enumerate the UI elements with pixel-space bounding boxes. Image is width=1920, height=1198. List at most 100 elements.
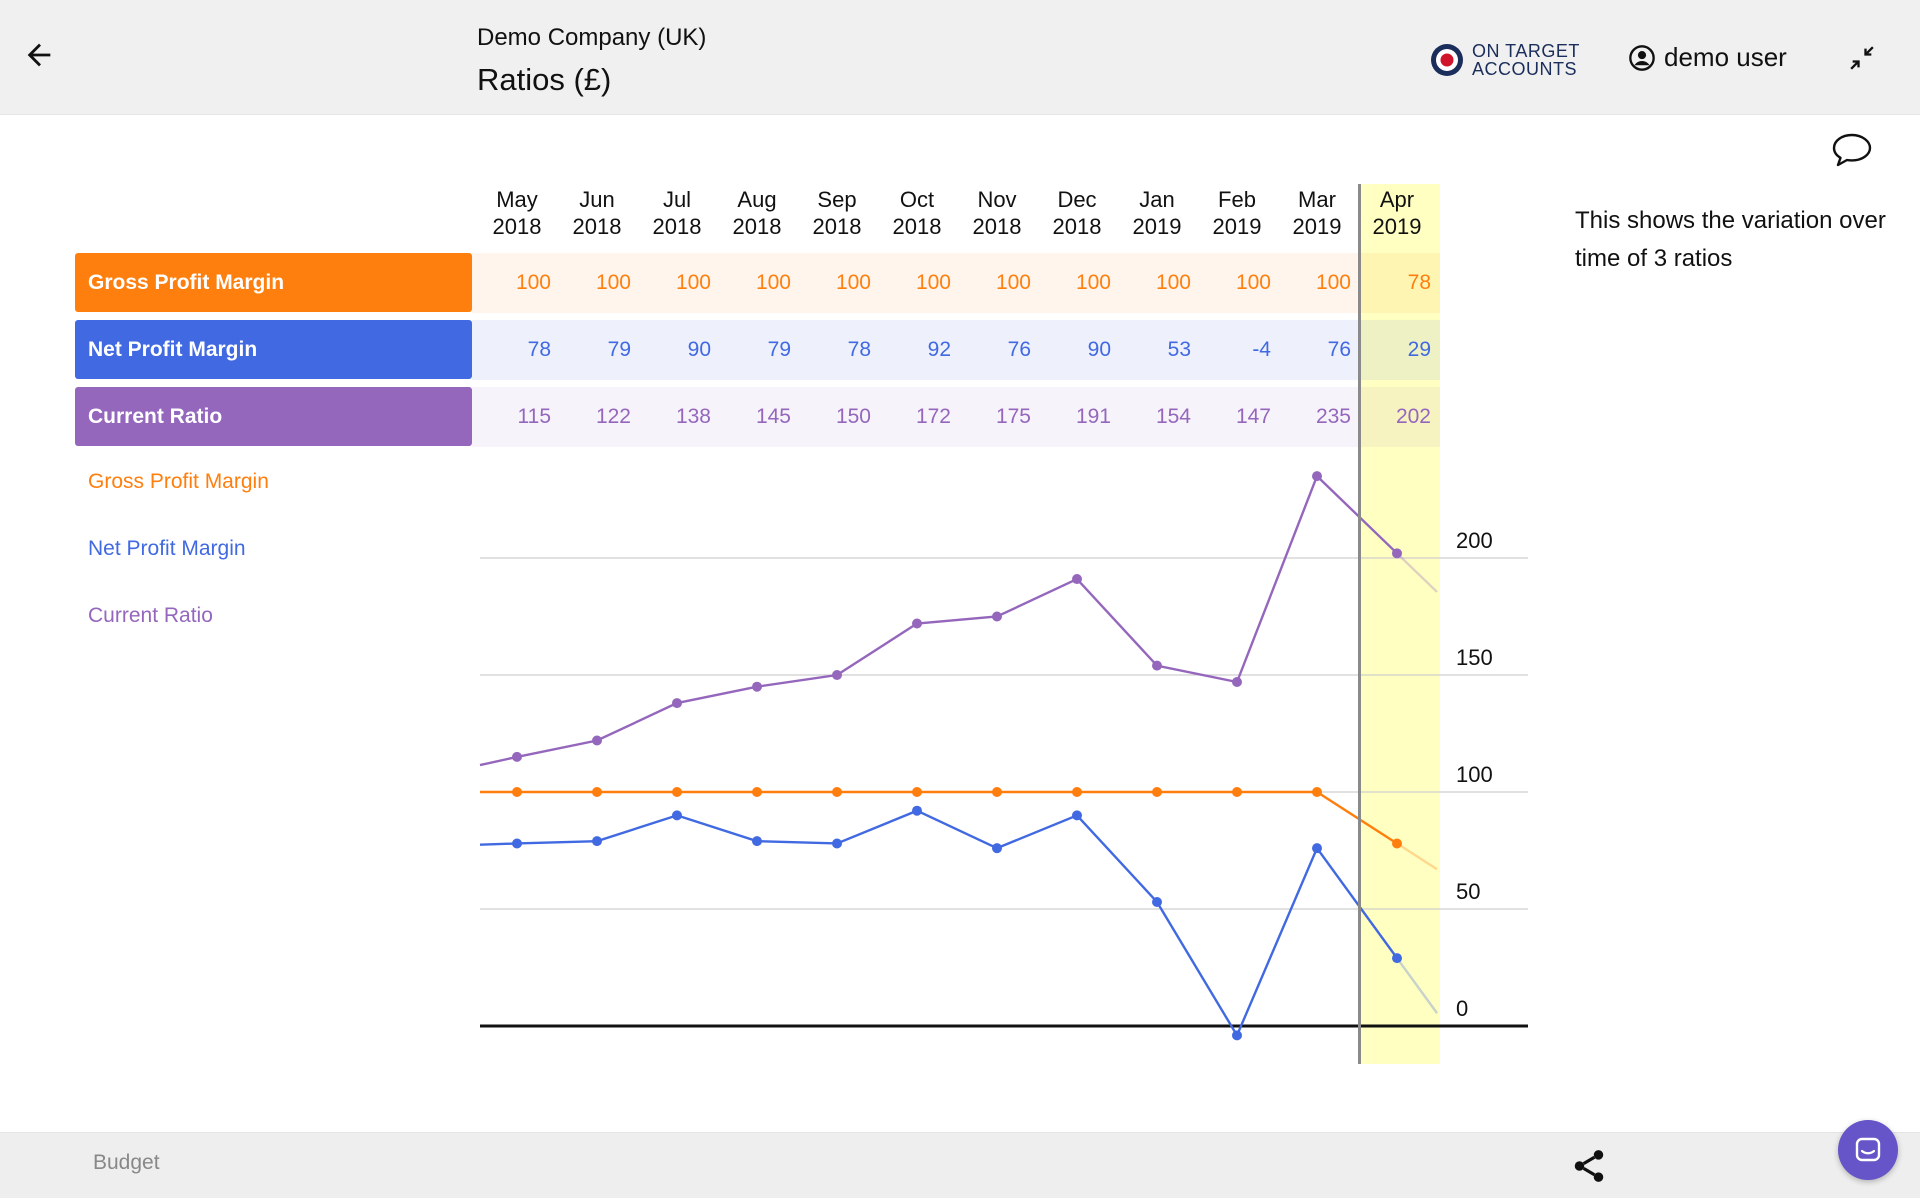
highlighted-month-column	[1360, 184, 1440, 1064]
logo-text: ON TARGET ACCOUNTS	[1472, 41, 1580, 79]
data-point[interactable]	[752, 681, 762, 692]
data-point[interactable]	[752, 836, 762, 847]
note-text: This shows the variation over time of 3 …	[1575, 207, 1886, 272]
series-projection	[1396, 957, 1438, 1014]
collapse-icon[interactable]	[1848, 44, 1876, 72]
row-label-gross-profit-margin[interactable]: Gross Profit Margin	[75, 253, 472, 312]
data-point[interactable]	[912, 787, 922, 797]
table-cell: 78	[527, 338, 551, 361]
current-month-cursor-line	[1358, 184, 1361, 1064]
data-point[interactable]	[1392, 953, 1402, 964]
data-point[interactable]	[672, 698, 682, 709]
data-point[interactable]	[1072, 787, 1082, 797]
month-header: Feb 2019	[1212, 187, 1262, 239]
data-point[interactable]	[592, 836, 602, 847]
table-cell: 78	[1407, 271, 1431, 294]
data-point[interactable]	[832, 838, 842, 849]
chat-launcher-button[interactable]	[1838, 1120, 1898, 1180]
row-label-net-profit-margin[interactable]: Net Profit Margin	[75, 320, 472, 379]
account-circle-icon	[1629, 44, 1655, 71]
month-header: Apr 2019	[1372, 187, 1422, 239]
table-cell: 100	[835, 271, 871, 294]
table-cell: 90	[687, 338, 711, 361]
table-cell: 79	[767, 338, 791, 361]
data-point[interactable]	[1312, 843, 1322, 854]
table-cell: 92	[927, 338, 951, 361]
user-menu[interactable]: demo user	[1628, 42, 1787, 73]
header: Demo Company (UK) Ratios (£) ON TARGET A…	[0, 0, 1920, 115]
table-cell: 100	[1155, 271, 1191, 294]
month-header: Aug 2018	[732, 187, 782, 239]
table-cell: 147	[1235, 405, 1271, 428]
data-point[interactable]	[1312, 471, 1322, 482]
y-tick-label: 200	[1456, 528, 1493, 553]
table-cell: 100	[595, 271, 631, 294]
month-header: Jun 2018	[572, 187, 622, 239]
data-point[interactable]	[512, 751, 522, 762]
y-tick-label: 150	[1456, 645, 1493, 670]
table-cell: 100	[675, 271, 711, 294]
data-point[interactable]	[1312, 787, 1322, 797]
net-profit-margin-row-band	[472, 320, 1440, 380]
series-line-current-ratio	[479, 473, 1398, 767]
table-cell: 172	[915, 405, 951, 428]
month-header: Nov 2018	[972, 187, 1022, 239]
table-cell: 154	[1155, 405, 1191, 428]
data-point[interactable]	[672, 787, 682, 797]
data-point[interactable]	[992, 843, 1002, 854]
comment-icon[interactable]	[1830, 130, 1874, 170]
data-point[interactable]	[1072, 574, 1082, 585]
y-tick-label: 100	[1456, 762, 1493, 787]
series-projection	[1396, 842, 1438, 871]
data-point[interactable]	[592, 735, 602, 746]
legend-current-ratio[interactable]: Current Ratio	[88, 604, 213, 627]
legend-net-profit-margin[interactable]: Net Profit Margin	[88, 537, 246, 560]
data-point[interactable]	[912, 805, 922, 816]
table-cell: 79	[607, 338, 631, 361]
table-cell: 175	[995, 405, 1031, 428]
data-point[interactable]	[512, 838, 522, 849]
table-cell: 100	[915, 271, 951, 294]
data-point[interactable]	[1232, 1030, 1242, 1041]
data-point[interactable]	[592, 787, 602, 797]
table-cell: 29	[1407, 338, 1431, 361]
table-cell: 76	[1327, 338, 1351, 361]
page-title: Ratios (£)	[477, 62, 612, 97]
data-point[interactable]	[1392, 838, 1402, 849]
month-header: Jan 2019	[1132, 187, 1182, 239]
data-point[interactable]	[672, 810, 682, 821]
data-point[interactable]	[1072, 810, 1082, 821]
roundel-logo-icon	[1431, 44, 1463, 76]
data-point[interactable]	[512, 787, 522, 797]
table-cell: 76	[1007, 338, 1031, 361]
table-cell: 202	[1395, 405, 1431, 428]
data-point[interactable]	[1152, 660, 1162, 671]
back-arrow-icon[interactable]	[22, 38, 56, 72]
data-point[interactable]	[752, 787, 762, 797]
data-point[interactable]	[1232, 677, 1242, 688]
data-point[interactable]	[1152, 896, 1162, 907]
table-cell: 100	[755, 271, 791, 294]
user-name: demo user	[1664, 42, 1787, 72]
data-point[interactable]	[992, 787, 1002, 797]
table-cell: 100	[995, 271, 1031, 294]
data-point[interactable]	[1392, 548, 1402, 559]
share-icon[interactable]	[1570, 1147, 1608, 1185]
chat-icon	[1855, 1137, 1881, 1162]
budget-link[interactable]: Budget	[93, 1151, 160, 1174]
table-cell: 150	[835, 405, 871, 428]
data-point[interactable]	[1232, 787, 1242, 797]
row-label-current-ratio[interactable]: Current Ratio	[75, 387, 472, 446]
table-cell: -4	[1252, 338, 1271, 361]
legend-gross-profit-margin[interactable]: Gross Profit Margin	[88, 470, 269, 493]
data-point[interactable]	[992, 611, 1002, 622]
data-point[interactable]	[1152, 787, 1162, 797]
data-point[interactable]	[912, 618, 922, 629]
table-cell: 90	[1087, 338, 1111, 361]
y-tick-label: 50	[1456, 879, 1480, 904]
table-cell: 78	[847, 338, 871, 361]
data-point[interactable]	[832, 670, 842, 680]
data-point[interactable]	[832, 787, 842, 797]
month-header: Mar 2019	[1292, 187, 1342, 239]
y-tick-label: 0	[1456, 996, 1468, 1021]
